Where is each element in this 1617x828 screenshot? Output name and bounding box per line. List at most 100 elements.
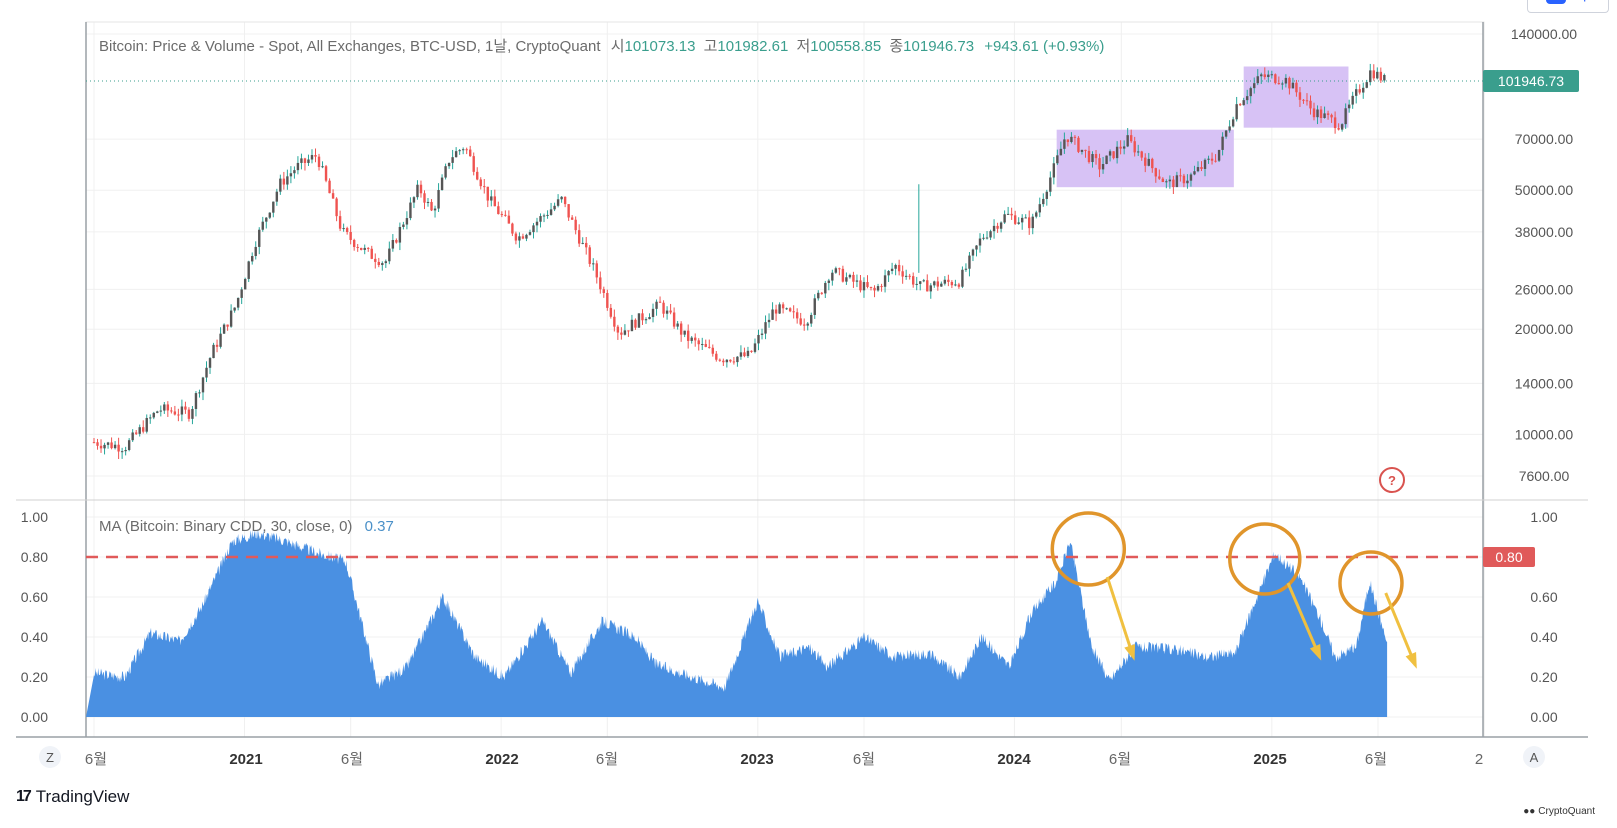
price-candle-47 (258, 227, 261, 255)
price-candle-98 (437, 183, 440, 213)
price-candle-52 (275, 188, 279, 206)
price-candle-227 (890, 262, 894, 275)
price-candle-134 (563, 196, 567, 208)
price-candle-2 (99, 439, 103, 453)
price-candle-259 (1003, 210, 1006, 224)
price-candle-216 (852, 271, 855, 288)
axis-left-button-label[interactable]: Z (46, 750, 54, 765)
price-candle-176 (711, 344, 714, 357)
price-candle-198 (788, 307, 792, 313)
price-candle-325 (1235, 96, 1238, 122)
price-candle-103 (454, 147, 458, 158)
price-candle-190 (760, 328, 764, 340)
price-candle-232 (908, 273, 911, 280)
axis-right-button[interactable]: A (1523, 746, 1545, 768)
price-candle-178 (718, 358, 722, 362)
cdd-right-tick-4: 0.00 (1530, 709, 1557, 725)
indicator-value: 0.37 (365, 518, 394, 535)
price-candle-306 (1168, 175, 1172, 189)
corner-widget[interactable]: + (1527, 0, 1609, 13)
price-candle-199 (792, 305, 795, 319)
price-candle-251 (975, 245, 978, 257)
price-candle-72 (345, 226, 349, 235)
price-candle-267 (1031, 213, 1034, 235)
price-tick-5: 20000.00 (1515, 321, 1574, 337)
help-button[interactable]: ? (1379, 467, 1405, 493)
price-candle-346 (1309, 95, 1312, 115)
price-candle-152 (627, 330, 630, 337)
title-text: Bitcoin: Price & Volume - Spot, All Exch… (99, 38, 601, 55)
price-candle-284 (1091, 151, 1094, 168)
price-candle-239 (933, 280, 936, 288)
price-candle-210 (831, 269, 834, 286)
axis-right-button-label[interactable]: A (1530, 750, 1539, 765)
price-candle-319 (1214, 154, 1217, 163)
price-candle-208 (824, 280, 827, 298)
price-candle-321 (1221, 132, 1224, 156)
price-candle-40 (233, 307, 236, 313)
price-candle-295 (1129, 129, 1133, 143)
price-candle-307 (1172, 175, 1175, 194)
price-candle-213 (841, 265, 845, 283)
close-label: 종 (889, 38, 903, 55)
price-candle-238 (929, 283, 932, 299)
price-candle-139 (581, 237, 584, 245)
price-candle-1 (96, 438, 99, 450)
price-candle-326 (1238, 102, 1242, 107)
price-candle-88 (402, 221, 405, 230)
price-candle-343 (1298, 86, 1302, 107)
price-candle-146 (606, 289, 609, 311)
axis-left-button[interactable]: Z (39, 746, 61, 768)
price-candle-289 (1108, 149, 1112, 162)
price-candle-221 (869, 286, 873, 291)
price-candle-349 (1319, 106, 1323, 123)
price-candle-329 (1249, 86, 1252, 104)
price-candle-161 (658, 296, 662, 303)
price-candle-254 (985, 231, 989, 240)
price-candle-43 (243, 277, 247, 290)
price-candle-109 (476, 167, 479, 181)
price-candle-67 (328, 178, 331, 194)
price-candle-107 (468, 145, 472, 157)
price-candle-64 (317, 153, 321, 171)
price-candle-299 (1144, 153, 1147, 173)
price-candle-336 (1274, 73, 1277, 85)
price-candle-245 (954, 279, 957, 287)
help-icon[interactable]: ? (1388, 473, 1396, 488)
price-tick-1: 70000.00 (1515, 131, 1574, 147)
price-candle-188 (753, 338, 757, 354)
price-candle-172 (697, 338, 700, 351)
price-candle-92 (416, 180, 419, 200)
price-candle-187 (750, 350, 753, 353)
price-candle-262 (1013, 210, 1017, 225)
price-candle-269 (1038, 197, 1041, 218)
price-candle-243 (947, 274, 950, 287)
price-candle-305 (1165, 179, 1168, 189)
price-candle-224 (880, 283, 883, 292)
price-candle-58 (296, 156, 300, 175)
price-candle-29 (194, 391, 198, 417)
cdd-right-tick-2: 0.40 (1530, 629, 1557, 645)
price-candle-125 (532, 223, 535, 239)
price-candle-328 (1246, 89, 1249, 105)
price-candle-23 (173, 405, 177, 416)
price-candle-268 (1035, 210, 1038, 219)
price-candle-17 (152, 411, 155, 420)
price-candle-215 (848, 273, 852, 279)
price-candle-298 (1140, 150, 1143, 161)
price-candle-272 (1049, 171, 1052, 197)
price-candle-37 (222, 323, 226, 334)
price-candle-28 (191, 406, 194, 425)
price-candle-290 (1112, 151, 1115, 160)
price-candle-16 (149, 414, 152, 424)
price-candle-0 (92, 437, 96, 444)
price-candle-75 (356, 243, 359, 252)
price-candle-230 (901, 265, 904, 284)
price-candle-82 (381, 261, 384, 271)
price-candle-74 (352, 238, 356, 251)
price-candle-280 (1077, 136, 1080, 154)
plus-icon[interactable]: + (1580, 0, 1589, 8)
price-candle-345 (1305, 93, 1309, 106)
price-tick-3: 38000.00 (1515, 224, 1574, 240)
